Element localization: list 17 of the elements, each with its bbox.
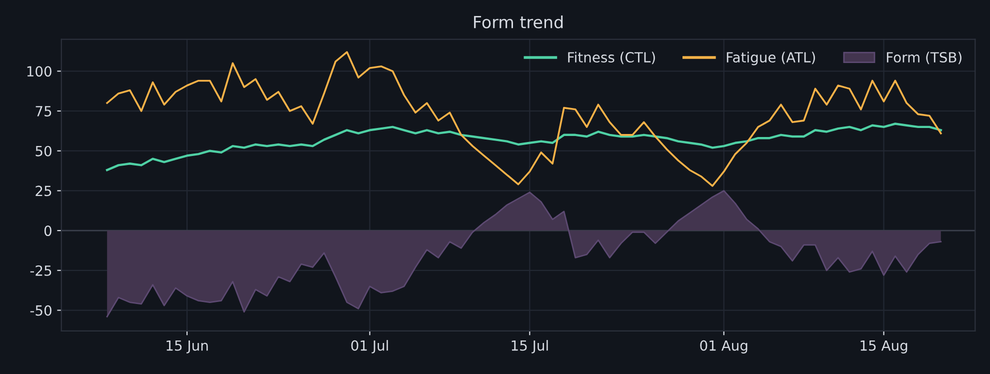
y-tick-label: 100 [27, 66, 52, 77]
legend-label: Form (TSB) [886, 52, 962, 64]
chart-title: Form trend [474, 15, 563, 28]
y-tick-label: -50 [30, 305, 52, 316]
line-series [106, 122, 942, 172]
y-tick-label: 75 [36, 106, 52, 116]
y-tick-label: 25 [36, 186, 52, 196]
x-tick-label: 15 Jun [166, 340, 208, 354]
y-tick-label: 0 [44, 226, 52, 236]
x-tick-label: 01 Aug [700, 340, 748, 354]
x-tick-label: 01 Jul [351, 340, 388, 354]
legend-label: Fatigue (ATL) [726, 52, 815, 66]
x-tick-label: 15 Jul [512, 340, 548, 354]
x-tick-label: 15 Aug [860, 340, 908, 354]
y-tick-label: -25 [30, 265, 52, 276]
legend-label: Fitness (CTL) [568, 52, 655, 64]
y-tick-label: 50 [36, 146, 52, 156]
